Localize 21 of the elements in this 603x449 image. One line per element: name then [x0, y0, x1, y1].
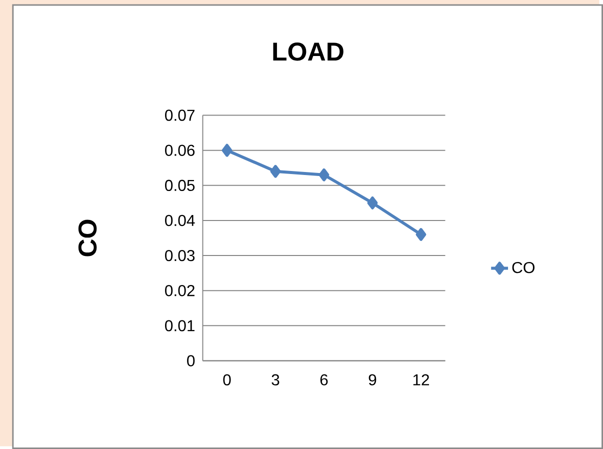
point	[222, 144, 232, 157]
point	[416, 228, 426, 241]
y-tick-label: 0	[187, 355, 195, 366]
x-tick-label: 0	[223, 374, 231, 386]
y-tick-label: 0.06	[165, 144, 195, 156]
point	[367, 196, 378, 210]
y-tick-label: 0.02	[165, 285, 194, 296]
y-tick-label: 0.07	[165, 110, 194, 121]
x-tick-label: 9	[368, 374, 376, 386]
legend-label: CO	[512, 262, 534, 274]
y-tick-label: 0.04	[165, 214, 195, 226]
point	[318, 168, 330, 182]
point	[270, 164, 281, 178]
x-tick-label: 3	[272, 374, 280, 386]
y-tick-label: 0.05	[165, 180, 195, 192]
chart-title: LOAD	[273, 42, 344, 61]
y-tick-label: 0.01	[165, 320, 194, 332]
y-tick-label: 0.03	[165, 250, 195, 262]
x-tick-label: 12	[413, 374, 429, 386]
y-axis-title: CO	[78, 220, 97, 256]
x-tick-label: 6	[320, 374, 328, 386]
